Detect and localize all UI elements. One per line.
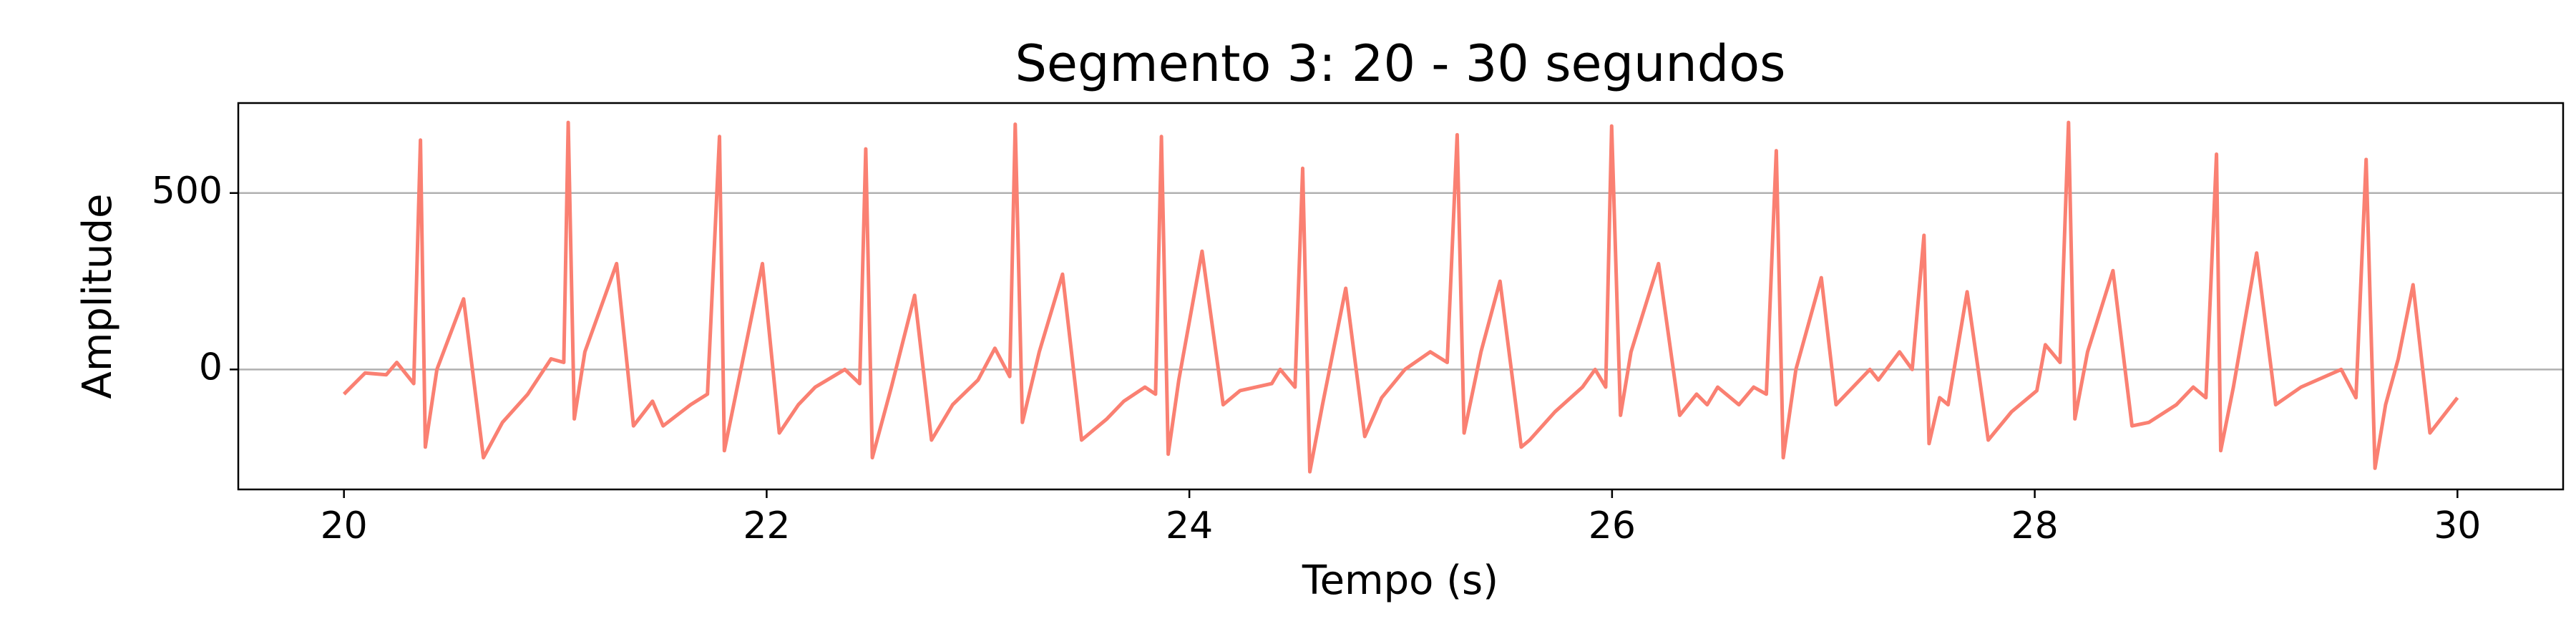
y-tick-label: 0 xyxy=(199,346,223,389)
chart-title: Segmento 3: 20 - 30 segundos xyxy=(1015,34,1785,93)
x-axis-label: Tempo (s) xyxy=(1302,557,1498,604)
x-tick-label: 22 xyxy=(743,504,790,547)
x-tick-label: 24 xyxy=(1166,504,1213,547)
plot-frame xyxy=(237,102,2565,491)
data-line xyxy=(342,120,2459,474)
x-tick-label: 20 xyxy=(321,504,368,547)
y-axis-label: Amplitude xyxy=(74,194,121,399)
x-tick-label: 28 xyxy=(2011,504,2059,547)
y-tick-label: 500 xyxy=(152,170,223,213)
x-tick-label: 30 xyxy=(2434,504,2481,547)
x-tick-label: 26 xyxy=(1589,504,1636,547)
